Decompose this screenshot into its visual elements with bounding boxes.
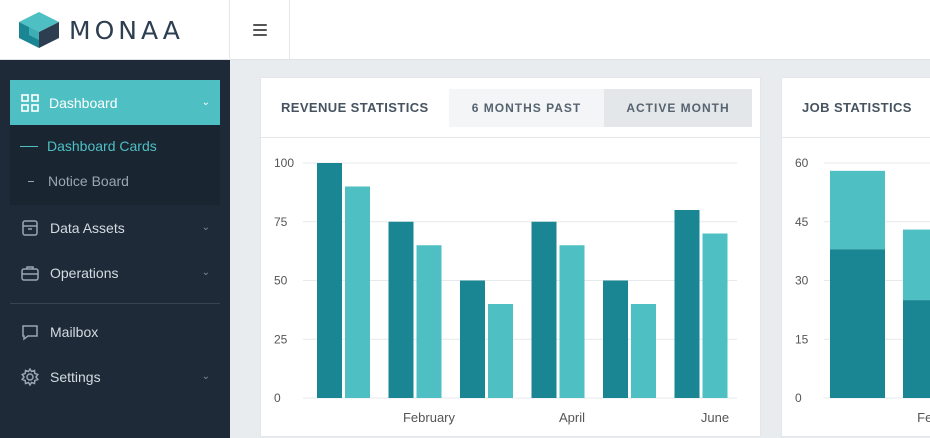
y-tick-label: 50 [274,274,288,288]
bar [416,245,442,398]
chat-icon [22,324,38,340]
submenu-item-dashboard-cards[interactable]: Dashboard Cards [20,138,157,154]
y-tick-label: 45 [795,215,809,229]
job-chart: 0 15 30 45 60 Febr [795,156,930,425]
chevron-down-icon: ⌄ [201,371,210,382]
sidebar: Dashboard ⌄ Dashboard Cards Notice Board… [0,60,230,438]
bar [903,300,930,398]
tab-6-months-past[interactable]: 6 MONTHS PAST [449,89,604,127]
active-indicator [20,145,38,147]
menu-toggle-button[interactable] [230,0,290,60]
submenu-item-label: Notice Board [48,173,129,189]
card-header: JOB STATISTICS [782,78,930,138]
bar [460,280,485,398]
bar [345,186,370,398]
bar [830,249,885,398]
bar [388,221,414,398]
gear-icon [21,367,39,386]
grid-icon [21,93,39,112]
job-statistics-card: JOB STATISTICS 0 15 30 45 60 Febr [781,77,930,437]
y-tick-label: 15 [795,332,809,346]
top-bar: MONAA [0,0,930,60]
bar [903,229,930,301]
bar [488,304,513,398]
toolbox-icon [21,265,39,281]
card-title: JOB STATISTICS [802,100,912,115]
box-icon [22,219,38,236]
card-title: REVENUE STATISTICS [281,100,429,115]
bar [603,280,628,398]
y-tick-label: 75 [274,215,288,229]
revenue-statistics-card: REVENUE STATISTICS 6 MONTHS PAST ACTIVE … [260,77,761,437]
revenue-chart: 0 25 50 75 100 February April June [274,156,737,425]
y-tick-label: 100 [274,156,294,170]
x-tick-label: February [403,410,456,425]
sidebar-item-mailbox[interactable]: Mailbox [10,309,220,354]
bar [559,245,585,398]
dashboard-submenu: Dashboard Cards Notice Board [10,125,220,205]
submenu-item-notice-board[interactable]: Notice Board [20,173,129,189]
sidebar-divider [10,303,220,304]
sidebar-item-label: Dashboard [49,94,118,111]
y-tick-label: 0 [795,391,802,405]
bar [702,233,728,398]
card-header: REVENUE STATISTICS 6 MONTHS PAST ACTIVE … [261,78,760,138]
hamburger-icon [252,24,267,36]
y-tick-label: 25 [274,332,288,346]
submenu-item-label: Dashboard Cards [47,138,157,154]
sidebar-item-data-assets[interactable]: Data Assets ⌄ [10,205,220,250]
x-tick-label: Febr [917,410,930,425]
y-tick-label: 30 [795,274,809,288]
bar [531,221,557,398]
sidebar-item-label: Mailbox [50,323,99,340]
tab-active-month[interactable]: ACTIVE MONTH [604,89,752,127]
chevron-down-icon: ⌄ [201,97,210,108]
sidebar-item-settings[interactable]: Settings ⌄ [10,354,220,399]
bar [674,210,700,398]
sidebar-item-dashboard[interactable]: Dashboard ⌄ [10,80,220,125]
sidebar-item-label: Operations [50,264,119,281]
logo[interactable]: MONAA [0,0,230,60]
x-tick-label: April [559,410,585,425]
sidebar-item-operations[interactable]: Operations ⌄ [10,250,220,295]
sidebar-item-label: Settings [50,368,101,385]
chevron-down-icon: ⌄ [201,222,210,233]
bullet-dash [28,180,34,182]
bar [317,163,342,398]
logo-icon [19,12,59,48]
sidebar-item-label: Data Assets [50,219,125,236]
y-tick-label: 0 [274,391,281,405]
logo-text: MONAA [69,15,184,45]
x-tick-label: June [701,410,729,425]
bar [631,304,656,398]
bar [830,170,885,250]
y-tick-label: 60 [795,156,809,170]
chevron-down-icon: ⌄ [201,267,210,278]
